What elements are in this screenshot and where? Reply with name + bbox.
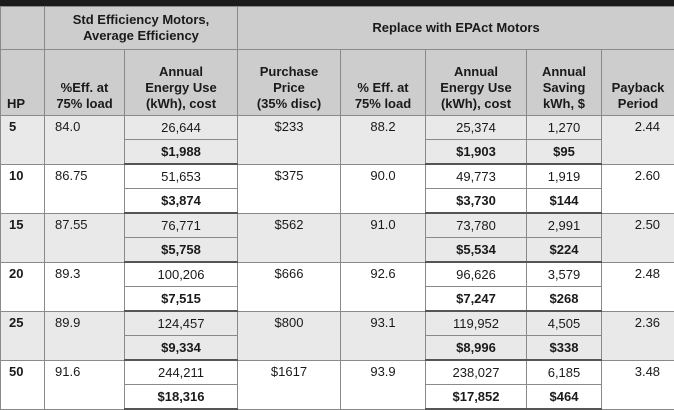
payback-cell: 2.60	[602, 164, 674, 213]
col-header-payback: Payback Period	[602, 50, 674, 116]
group-header-replace-text: Replace with EPAct Motors	[241, 20, 671, 36]
col-header-energy-std-text: Annual Energy Use (kWh), cost	[128, 64, 234, 112]
save-usd-cell: $464	[527, 385, 602, 410]
col-header-eff-new-text: % Eff. at 75% load	[344, 80, 422, 112]
eff-std-cell: 87.55	[45, 213, 125, 262]
col-header-saving-text: Annual Saving kWh, $	[530, 64, 598, 112]
price-cell: $562	[238, 213, 341, 262]
eff-std-cell: 84.0	[45, 116, 125, 165]
col-header-energy-new: Annual Energy Use (kWh), cost	[426, 50, 527, 116]
eff-new-cell: 93.1	[341, 311, 426, 360]
save-usd-cell: $268	[527, 287, 602, 312]
motor-comparison-table: Std Efficiency Motors, Average Efficienc…	[0, 6, 674, 410]
price-cell: $1617	[238, 360, 341, 409]
payback-cell: 2.48	[602, 262, 674, 311]
payback-cell: 2.50	[602, 213, 674, 262]
hp-cell: 50	[1, 360, 45, 409]
kwh-std-cell: 76,771	[125, 213, 238, 238]
col-header-price-text: Purchase Price (35% disc)	[241, 64, 337, 112]
group-header-row: Std Efficiency Motors, Average Efficienc…	[1, 7, 674, 50]
kwh-new-cell: 25,374	[426, 116, 527, 140]
group-header-std: Std Efficiency Motors, Average Efficienc…	[45, 7, 238, 50]
save-kwh-cell: 6,185	[527, 360, 602, 385]
kwh-new-cell: 49,773	[426, 164, 527, 189]
save-kwh-cell: 3,579	[527, 262, 602, 287]
cost-std-cell: $1,988	[125, 140, 238, 165]
save-usd-cell: $224	[527, 238, 602, 263]
kwh-new-cell: 238,027	[426, 360, 527, 385]
price-cell: $800	[238, 311, 341, 360]
cost-new-cell: $5,534	[426, 238, 527, 263]
eff-new-cell: 93.9	[341, 360, 426, 409]
cost-new-cell: $3,730	[426, 189, 527, 214]
col-header-eff-std: %Eff. at 75% load	[45, 50, 125, 116]
cost-std-cell: $5,758	[125, 238, 238, 263]
group-header-std-text: Std Efficiency Motors, Average Efficienc…	[48, 12, 234, 44]
eff-std-cell: 91.6	[45, 360, 125, 409]
price-cell: $666	[238, 262, 341, 311]
kwh-new-cell: 73,780	[426, 213, 527, 238]
cost-std-cell: $18,316	[125, 385, 238, 410]
col-header-energy-std: Annual Energy Use (kWh), cost	[125, 50, 238, 116]
hp-cell: 25	[1, 311, 45, 360]
eff-new-cell: 90.0	[341, 164, 426, 213]
hp-cell: 10	[1, 164, 45, 213]
col-header-energy-new-text: Annual Energy Use (kWh), cost	[429, 64, 523, 112]
cost-std-cell: $7,515	[125, 287, 238, 312]
hp-cell: 5	[1, 116, 45, 165]
col-header-price: Purchase Price (35% disc)	[238, 50, 341, 116]
eff-std-cell: 89.3	[45, 262, 125, 311]
price-cell: $375	[238, 164, 341, 213]
kwh-std-cell: 26,644	[125, 116, 238, 140]
save-usd-cell: $338	[527, 336, 602, 361]
kwh-std-cell: 100,206	[125, 262, 238, 287]
col-header-hp: HP	[1, 50, 45, 116]
col-header-eff-std-text: %Eff. at 75% load	[48, 80, 121, 112]
cost-new-cell: $8,996	[426, 336, 527, 361]
save-kwh-cell: 1,270	[527, 116, 602, 140]
eff-new-cell: 91.0	[341, 213, 426, 262]
kwh-new-cell: 119,952	[426, 311, 527, 336]
payback-cell: 3.48	[602, 360, 674, 409]
group-header-replace: Replace with EPAct Motors	[238, 7, 674, 50]
eff-new-cell: 92.6	[341, 262, 426, 311]
col-header-payback-text: Payback Period	[605, 80, 671, 112]
eff-new-cell: 88.2	[341, 116, 426, 165]
payback-cell: 2.44	[602, 116, 674, 165]
kwh-new-cell: 96,626	[426, 262, 527, 287]
column-header-row: HP %Eff. at 75% load Annual Energy Use (…	[1, 50, 674, 116]
save-usd-cell: $95	[527, 140, 602, 165]
col-header-saving: Annual Saving kWh, $	[527, 50, 602, 116]
hp-cell: 20	[1, 262, 45, 311]
price-cell: $233	[238, 116, 341, 165]
save-usd-cell: $144	[527, 189, 602, 214]
save-kwh-cell: 4,505	[527, 311, 602, 336]
kwh-std-cell: 124,457	[125, 311, 238, 336]
kwh-std-cell: 244,211	[125, 360, 238, 385]
cost-new-cell: $17,852	[426, 385, 527, 410]
save-kwh-cell: 1,919	[527, 164, 602, 189]
col-header-hp-text: HP	[7, 96, 41, 112]
cost-std-cell: $9,334	[125, 336, 238, 361]
col-header-eff-new: % Eff. at 75% load	[341, 50, 426, 116]
hp-cell: 15	[1, 213, 45, 262]
eff-std-cell: 86.75	[45, 164, 125, 213]
eff-std-cell: 89.9	[45, 311, 125, 360]
kwh-std-cell: 51,653	[125, 164, 238, 189]
group-header-blank	[1, 7, 45, 50]
save-kwh-cell: 2,991	[527, 213, 602, 238]
payback-cell: 2.36	[602, 311, 674, 360]
cost-new-cell: $1,903	[426, 140, 527, 165]
cost-std-cell: $3,874	[125, 189, 238, 214]
cost-new-cell: $7,247	[426, 287, 527, 312]
